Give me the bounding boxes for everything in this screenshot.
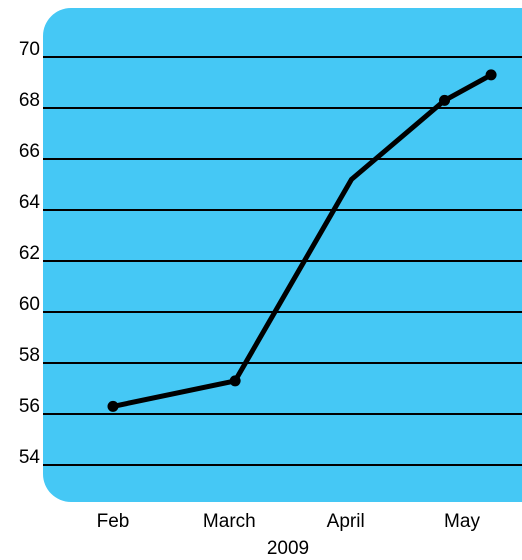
- x-tick-label: May: [444, 511, 480, 532]
- x-tick-label: Feb: [97, 511, 130, 532]
- data-point: [485, 69, 497, 81]
- x-tick-label: March: [203, 511, 256, 532]
- x-tick-label: April: [327, 511, 365, 532]
- data-point: [107, 400, 119, 412]
- data-point: [229, 375, 241, 387]
- data-point: [439, 94, 451, 106]
- y-tick-label: 60: [19, 294, 40, 315]
- y-tick-label: 62: [19, 243, 40, 264]
- y-tick-label: 66: [19, 141, 40, 162]
- y-tick-label: 64: [19, 192, 41, 213]
- y-tick-label: 58: [19, 345, 40, 366]
- y-tick-label: 68: [19, 90, 40, 111]
- y-tick-label: 56: [19, 396, 40, 417]
- series-line: [110, 72, 494, 409]
- y-tick-label: 70: [19, 39, 40, 60]
- x-axis-label: 2009: [267, 538, 309, 559]
- gridlines: [43, 56, 522, 466]
- y-tick-label: 54: [19, 447, 41, 468]
- y-tick-labels: 54 56 58 60 62 64 66 68 70: [19, 39, 41, 468]
- data-markers: [107, 69, 497, 412]
- plot-background: [43, 8, 522, 502]
- x-tick-labels: Feb March April May: [97, 511, 481, 532]
